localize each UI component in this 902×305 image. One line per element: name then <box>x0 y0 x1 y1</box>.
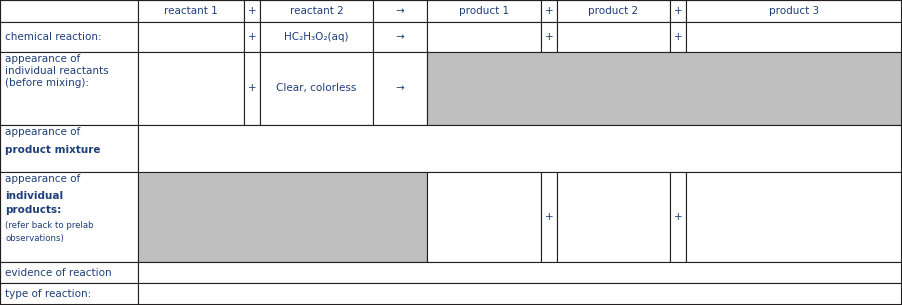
Bar <box>244 22 260 52</box>
Text: +: + <box>545 212 553 222</box>
Bar <box>138 262 902 283</box>
Text: +: + <box>248 32 256 42</box>
Bar <box>541 22 557 52</box>
Bar <box>138 22 244 52</box>
Bar <box>686 172 902 262</box>
Text: +: + <box>545 32 553 42</box>
Bar <box>541 172 557 262</box>
Bar <box>686 0 902 22</box>
Bar <box>138 283 902 305</box>
Text: type of reaction:: type of reaction: <box>5 289 92 299</box>
Bar <box>138 125 902 172</box>
Bar <box>138 0 244 22</box>
Bar <box>670 22 686 52</box>
Text: product mixture: product mixture <box>5 145 101 155</box>
Text: products:: products: <box>5 205 61 215</box>
Text: +: + <box>674 6 682 16</box>
Text: reactant 1: reactant 1 <box>164 6 218 16</box>
Text: +: + <box>674 32 682 42</box>
Text: reactant 2: reactant 2 <box>290 6 344 16</box>
Bar <box>138 52 244 125</box>
Text: +: + <box>248 6 256 16</box>
Bar <box>373 22 427 52</box>
Text: →: → <box>396 84 404 94</box>
Bar <box>0 172 138 262</box>
Bar <box>260 22 373 52</box>
Text: →: → <box>396 6 404 16</box>
Text: Clear, colorless: Clear, colorless <box>276 84 356 94</box>
Bar <box>0 125 138 172</box>
Text: product 2: product 2 <box>588 6 639 16</box>
Text: +: + <box>248 84 256 94</box>
Bar <box>557 172 670 262</box>
Text: +: + <box>674 212 682 222</box>
Text: →: → <box>396 32 404 42</box>
Bar <box>686 22 902 52</box>
Bar <box>260 0 373 22</box>
Text: individual: individual <box>5 191 63 201</box>
Text: appearance of: appearance of <box>5 174 80 185</box>
Bar <box>138 172 427 262</box>
Bar <box>427 52 902 125</box>
Text: chemical reaction:: chemical reaction: <box>5 32 102 42</box>
Text: (refer back to prelab: (refer back to prelab <box>5 221 94 230</box>
Bar <box>0 283 138 305</box>
Bar <box>427 172 541 262</box>
Bar <box>670 0 686 22</box>
Bar <box>541 0 557 22</box>
Bar <box>427 22 541 52</box>
Text: HC₂H₃O₂(aq): HC₂H₃O₂(aq) <box>284 32 349 42</box>
Text: observations): observations) <box>5 234 64 243</box>
Bar <box>373 52 427 125</box>
Bar <box>670 172 686 262</box>
Text: product 3: product 3 <box>769 6 819 16</box>
Bar <box>427 0 541 22</box>
Bar <box>557 0 670 22</box>
Text: appearance of
individual reactants
(before mixing):: appearance of individual reactants (befo… <box>5 54 109 88</box>
Bar <box>373 0 427 22</box>
Bar <box>0 22 138 52</box>
Bar <box>0 52 138 125</box>
Text: evidence of reaction: evidence of reaction <box>5 267 112 278</box>
Bar <box>260 52 373 125</box>
Text: product 1: product 1 <box>459 6 509 16</box>
Bar <box>0 262 138 283</box>
Text: appearance of: appearance of <box>5 127 80 149</box>
Text: +: + <box>545 6 553 16</box>
Bar <box>244 52 260 125</box>
Bar <box>244 0 260 22</box>
Bar <box>557 22 670 52</box>
Bar <box>0 0 138 22</box>
